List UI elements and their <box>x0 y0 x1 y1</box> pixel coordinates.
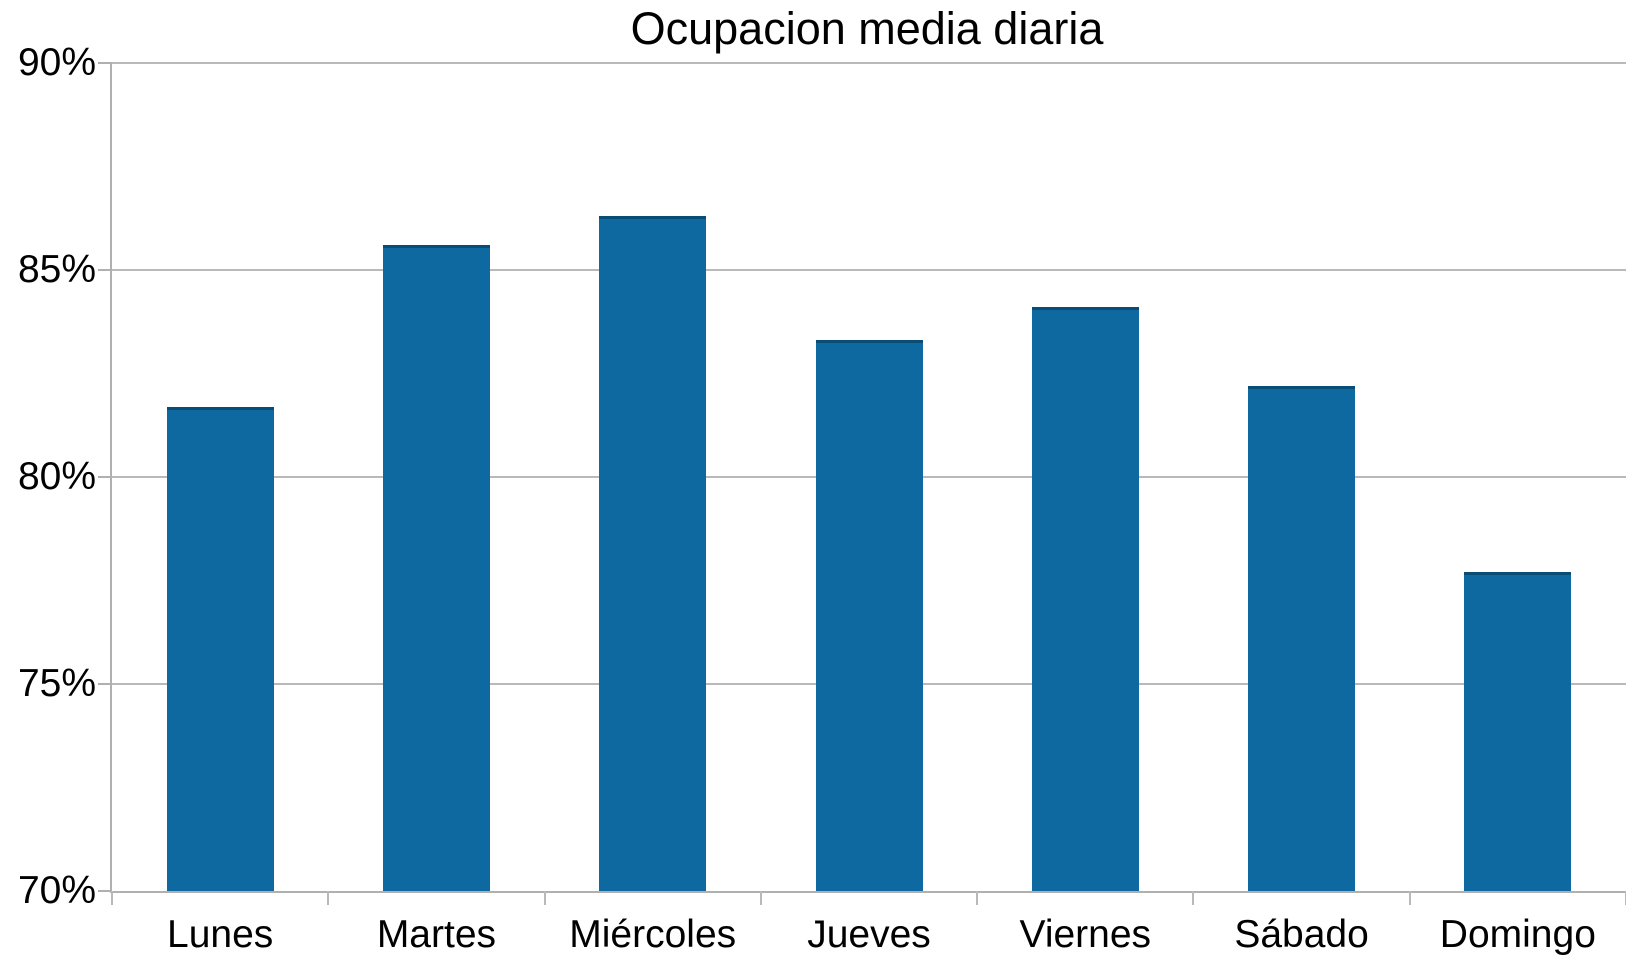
bar-viernes <box>1031 307 1139 891</box>
x-label-miercoles: Miércoles <box>569 913 737 956</box>
bar-lunes <box>166 406 274 891</box>
x-axis-tick-5 <box>1192 891 1195 905</box>
y-tick-label-75: 75% <box>17 662 96 705</box>
x-axis-tick-0 <box>111 891 113 905</box>
x-label-lunes: Lunes <box>167 913 274 956</box>
x-label-domingo: Domingo <box>1439 913 1596 956</box>
bar-miercoles <box>599 216 707 891</box>
y-tick-label-80: 80% <box>17 455 96 498</box>
x-axis-tick-1 <box>327 891 330 905</box>
x-label-sabado: Sábado <box>1234 913 1369 956</box>
y-tick-label-70: 70% <box>17 869 96 912</box>
y-tick-label-85: 85% <box>17 248 96 291</box>
x-axis-tick-2 <box>543 891 546 905</box>
gridline-90 <box>112 62 1626 64</box>
y-axis-tick-75 <box>98 683 112 685</box>
y-axis-tick-70 <box>98 890 112 892</box>
y-axis-tick-80 <box>98 476 112 478</box>
gridline-85 <box>112 269 1626 271</box>
bar-domingo <box>1464 572 1572 891</box>
y-tick-label-90: 90% <box>17 41 96 84</box>
chart-title: Ocupacion media diaria <box>630 3 1104 54</box>
x-label-viernes: Viernes <box>1019 913 1152 956</box>
x-axis-tick-3 <box>759 891 762 905</box>
bar-sabado <box>1248 385 1356 891</box>
y-axis-tick-85 <box>98 269 112 271</box>
x-axis-tick-6 <box>1408 891 1411 905</box>
x-label-jueves: Jueves <box>807 913 931 956</box>
y-axis-tick-90 <box>98 62 112 64</box>
x-axis-tick-4 <box>976 891 979 905</box>
bar-martes <box>382 245 490 891</box>
bar-jueves <box>815 340 923 891</box>
x-label-martes: Martes <box>376 913 497 956</box>
plot-area: Lunes Martes Miércoles Jueves Viernes Sábado D… <box>98 62 1626 956</box>
